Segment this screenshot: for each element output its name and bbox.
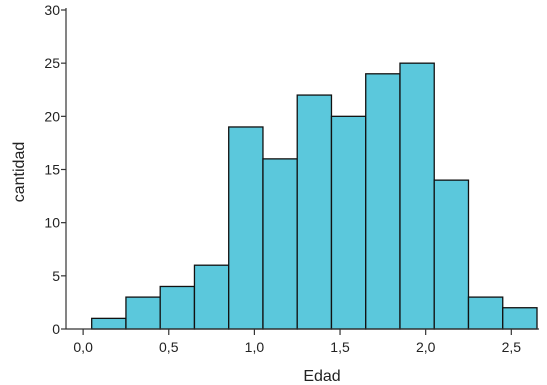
axes-group: 0 5 10 15 20 25 30 0,0 0,5 1,0 1,5 2,0 2,5	[44, 2, 539, 355]
histogram-bar-7	[296, 94, 333, 330]
histogram-bar-3	[159, 285, 196, 330]
x-tick-label: 0,0	[73, 339, 93, 355]
y-tick-label: 20	[44, 108, 60, 124]
histogram-bar-13	[502, 307, 538, 330]
histogram-bar-8	[330, 115, 367, 330]
y-tick-label: 25	[44, 55, 60, 71]
y-axis-title: cantidad	[11, 142, 28, 203]
x-tick-label: 1,5	[330, 339, 350, 355]
histogram-bar-9	[365, 73, 401, 330]
y-tick-label: 5	[52, 268, 60, 284]
histogram-bar-4	[193, 264, 230, 330]
y-tick-label: 15	[44, 162, 60, 178]
histogram-bar-6	[262, 158, 298, 330]
y-tick-label: 0	[52, 321, 60, 337]
y-tick-label: 10	[44, 215, 60, 231]
x-tick-label: 1,0	[245, 339, 265, 355]
bars-group	[91, 62, 538, 330]
histogram-bar-12	[467, 296, 504, 330]
x-tick-label: 0,5	[159, 339, 179, 355]
histogram-bar-5	[228, 126, 264, 330]
histogram-bar-10	[399, 62, 435, 330]
histogram-bar-11	[433, 179, 470, 330]
histogram-bar-2	[125, 296, 161, 330]
x-tick-label: 2,5	[502, 339, 522, 355]
y-tick-label: 30	[44, 2, 60, 18]
x-axis-title: Edad	[303, 368, 340, 385]
histogram-bar-1	[91, 317, 127, 330]
x-tick-label: 2,0	[416, 339, 436, 355]
